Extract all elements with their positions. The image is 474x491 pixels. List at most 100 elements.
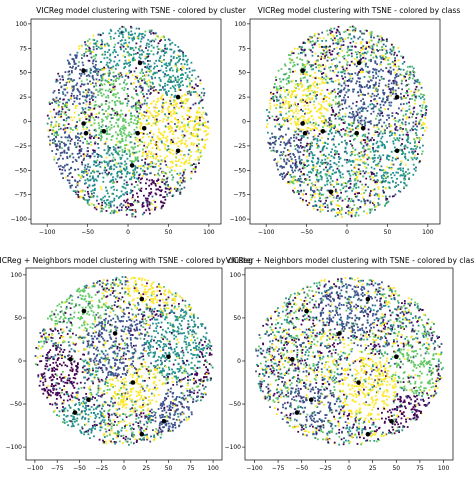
data-point (56, 145, 59, 147)
data-point (284, 64, 287, 67)
data-point (327, 162, 329, 165)
data-point (369, 47, 371, 49)
data-point (83, 83, 86, 86)
data-point (65, 101, 68, 104)
data-point (73, 63, 76, 65)
data-point (91, 51, 94, 53)
data-point (180, 69, 183, 72)
data-point (402, 172, 405, 175)
data-point (131, 37, 133, 40)
data-point (157, 160, 160, 162)
data-point (128, 149, 131, 152)
data-point (67, 62, 70, 65)
data-point (311, 152, 314, 155)
data-point (340, 209, 342, 212)
data-point (364, 162, 367, 165)
data-point (344, 115, 347, 118)
data-point (356, 59, 358, 62)
data-point (85, 75, 88, 77)
data-point (126, 144, 129, 147)
data-point (306, 79, 309, 82)
data-point (99, 186, 102, 188)
data-point (166, 65, 169, 67)
data-point (296, 149, 299, 152)
data-point (207, 120, 209, 123)
data-point (309, 129, 312, 132)
data-point (97, 156, 99, 158)
data-point (112, 71, 115, 74)
data-point (423, 98, 426, 101)
data-point (82, 91, 85, 94)
data-point (341, 115, 344, 118)
data-point (367, 155, 370, 158)
data-point (88, 204, 91, 206)
data-point (99, 154, 102, 157)
data-point (115, 77, 118, 80)
data-point (388, 71, 391, 74)
data-point (333, 135, 336, 138)
data-point (95, 205, 98, 208)
data-point (179, 102, 182, 104)
data-point (120, 190, 123, 193)
data-point (385, 175, 387, 178)
data-point (121, 33, 124, 36)
data-point (405, 102, 408, 105)
data-point (414, 79, 416, 82)
data-point (148, 122, 151, 125)
data-point (375, 68, 378, 71)
data-point (314, 204, 316, 207)
data-point (55, 102, 58, 104)
data-point (158, 174, 161, 177)
data-point (138, 174, 141, 176)
data-point (404, 174, 407, 177)
data-point (296, 165, 299, 168)
data-point (418, 137, 421, 139)
data-point (82, 108, 85, 111)
data-point (184, 160, 187, 163)
data-point (78, 61, 80, 63)
data-point (101, 201, 104, 204)
data-point (197, 128, 200, 131)
data-point (153, 66, 156, 68)
data-point (373, 156, 376, 159)
data-point (280, 151, 282, 154)
data-point (141, 159, 143, 161)
data-point (112, 153, 114, 156)
data-point (382, 189, 384, 192)
data-point (113, 188, 116, 191)
data-point (406, 173, 409, 175)
data-point (302, 99, 304, 101)
data-point (143, 194, 145, 197)
data-point (358, 192, 360, 194)
data-point (338, 104, 341, 107)
data-point (152, 155, 154, 158)
data-point (144, 57, 147, 60)
data-point (324, 51, 327, 54)
data-point (125, 175, 127, 178)
data-point (373, 105, 376, 108)
data-point (146, 97, 149, 99)
data-point (269, 99, 272, 102)
data-point (150, 124, 153, 127)
data-point (388, 125, 391, 128)
data-point (304, 119, 306, 122)
data-point (329, 160, 332, 162)
data-point (310, 85, 312, 88)
data-point (90, 172, 93, 174)
data-point (415, 166, 417, 169)
data-point (355, 65, 358, 68)
data-point (86, 202, 89, 205)
data-point (324, 78, 327, 81)
data-point (290, 176, 293, 178)
data-point (360, 139, 363, 142)
data-point (133, 177, 136, 179)
data-point (106, 80, 108, 83)
data-point (161, 97, 163, 100)
data-point (190, 133, 193, 135)
data-point (166, 166, 169, 168)
data-point (367, 66, 369, 68)
data-point (90, 114, 93, 116)
data-point (384, 179, 387, 182)
data-point (342, 118, 345, 121)
data-point (153, 106, 155, 109)
